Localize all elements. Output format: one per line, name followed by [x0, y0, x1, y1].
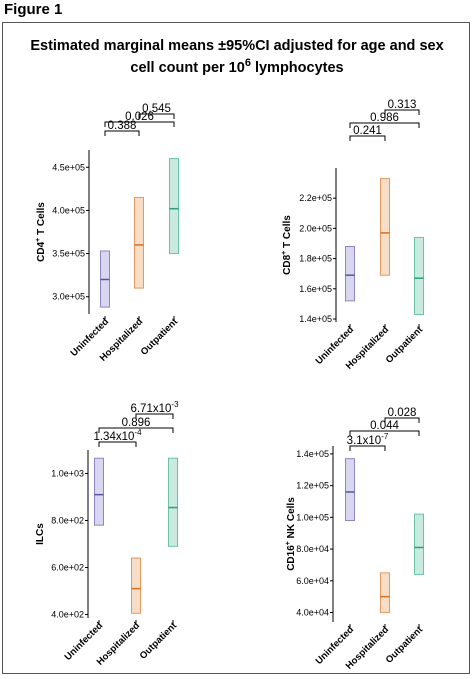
- pvalue-bracket: [98, 441, 137, 447]
- y-tick-label: 4.0e+04: [296, 607, 329, 617]
- y-axis-title-sup: +: [281, 251, 288, 255]
- title-line2-superscript: 6: [244, 57, 251, 69]
- y-axis-title: CD8+ T Cells: [281, 215, 293, 275]
- figure-frame: [2, 22, 470, 674]
- ci-box-outpatient: [414, 513, 424, 575]
- y-axis-title-main: CD8: [282, 254, 293, 274]
- y-tick-label: 1.0e+05: [296, 512, 329, 522]
- ci-box-hospitalized: [380, 572, 390, 613]
- pvalue-bracket: [135, 413, 174, 419]
- y-axis-title-main: CD16: [286, 545, 297, 571]
- pvalue-bracket: [384, 417, 420, 423]
- x-category-label: Outpatient: [384, 624, 426, 666]
- pvalue-text: 0.896: [122, 417, 151, 429]
- pvalue-bracket: [98, 427, 174, 433]
- x-category-label: Outpatient: [138, 620, 180, 662]
- pvalue-label: 0.313: [388, 99, 417, 111]
- y-tick-label: 1.4e+05: [299, 314, 332, 324]
- y-axis-title-suffix: T Cells: [36, 202, 47, 238]
- y-tick-label: 1.0e+03: [51, 468, 84, 478]
- y-tick-label: 2.0e+05: [299, 223, 332, 233]
- pvalue-text: 0.545: [142, 103, 171, 115]
- panel-3: 4.0e+026.0e+028.0e+021.0e+03ILCsUninfect…: [35, 400, 180, 668]
- y-tick-label: 4.0e+05: [52, 205, 85, 215]
- pvalue-bracket: [104, 121, 175, 127]
- y-tick-label: 8.0e+04: [296, 544, 329, 554]
- pvalue-text: 0.986: [370, 112, 399, 124]
- pvalue-bracket: [349, 445, 386, 451]
- panel-1: 3.0e+05 3.5e+05 4.0e+05 4.5e+05 CD4+ T Cells…: [35, 103, 181, 364]
- pvalue-bracket: [138, 113, 175, 119]
- pvalue-label: 6.71x10-3: [130, 400, 179, 415]
- y-axis-title-sup: +: [35, 238, 42, 242]
- pvalue-text: 1.34x10: [93, 431, 134, 443]
- y-tick-label: 1.6e+05: [299, 284, 332, 294]
- pvalue-label: 0.028: [388, 407, 417, 419]
- ci-box-outpatient: [169, 158, 179, 255]
- chart-title-line1: Estimated marginal means ±95%CI adjusted…: [30, 38, 444, 54]
- ci-box-uninfected: [345, 458, 355, 522]
- y-axis-title-suffix: T Cells: [282, 215, 293, 251]
- pvalue-label: 0.896: [122, 417, 151, 429]
- pvalue-bracket: [349, 122, 420, 128]
- y-tick-label: 3.0e+05: [52, 292, 85, 302]
- x-category-label: Outpatient: [139, 316, 181, 358]
- pvalue-label: 0.044: [370, 420, 399, 432]
- pvalue-bracket: [104, 130, 140, 136]
- y-axis-title-main: ILCs: [35, 523, 46, 545]
- y-tick-label: 1.4e+05: [296, 449, 329, 459]
- y-tick-label: 3.5e+05: [52, 249, 85, 259]
- y-axis-title-sup: +: [285, 541, 292, 545]
- ci-box-uninfected: [345, 246, 355, 302]
- pvalue-text: 6.71x10: [130, 403, 171, 415]
- pvalue-bracket: [349, 430, 420, 436]
- y-tick-label: 1.2e+05: [296, 481, 329, 491]
- pvalue-text: 3.1x10: [347, 435, 382, 447]
- ci-box-hospitalized: [380, 178, 390, 276]
- pvalue-exponent: -3: [171, 400, 179, 409]
- y-tick-label: 1.8e+05: [299, 254, 332, 264]
- y-axis-title: ILCs: [35, 523, 46, 545]
- chart-title-line2: cell count per 106 lymphocytes: [0, 57, 474, 76]
- x-category-label: Outpatient: [384, 324, 426, 366]
- pvalue-text: 0.388: [108, 120, 137, 132]
- y-tick-label: 4.5e+05: [52, 162, 85, 172]
- y-tick-label: 2.2e+05: [299, 193, 332, 203]
- pvalue-exponent: -7: [381, 432, 389, 441]
- pvalue-exponent: -4: [134, 428, 142, 437]
- pvalue-bracket: [349, 135, 386, 141]
- pvalue-label: 0.545: [142, 103, 171, 115]
- figure-label: Figure 1: [4, 1, 63, 18]
- y-axis-title: CD16+ NK Cells: [285, 497, 297, 571]
- pvalue-text: 0.044: [370, 420, 399, 432]
- ci-box-outpatient: [168, 457, 178, 547]
- y-axis-title: CD4+ T Cells: [35, 202, 47, 262]
- pvalue-text: 0.241: [353, 125, 382, 137]
- pvalue-label: 0.388: [108, 120, 137, 132]
- y-axis-title-suffix: NK Cells: [286, 497, 297, 541]
- y-tick-label: 8.0e+02: [51, 515, 84, 525]
- title-line2-prefix: cell count per 10: [130, 59, 245, 76]
- ci-box-uninfected: [94, 457, 104, 526]
- y-tick-label: 4.0e+02: [51, 609, 84, 619]
- pvalue-label: 0.986: [370, 112, 399, 124]
- pvalue-text: 0.313: [388, 99, 417, 111]
- y-axis-title-main: CD4: [36, 241, 47, 261]
- pvalue-text: 0.028: [388, 407, 417, 419]
- ci-box-outpatient: [414, 236, 424, 315]
- panel-4: 4.0e+04 6.0e+04 8.0e+04 1.0e+05 1.2e+05 1.4e+…: [285, 407, 426, 672]
- ci-box-hospitalized: [134, 196, 144, 289]
- pvalue-label: 1.34x10-4: [93, 428, 142, 443]
- pvalue-bracket: [384, 109, 420, 115]
- title-line2-suffix: lymphocytes: [250, 59, 344, 76]
- y-tick-label: 6.0e+02: [51, 562, 84, 572]
- pvalue-label: 0.241: [353, 125, 382, 137]
- ci-box-hospitalized: [131, 557, 141, 614]
- pvalue-label: 3.1x10-7: [347, 432, 389, 447]
- panel-2: 1.4e+05 1.6e+05 1.8e+05 2.0e+05 2.2e+05 CD8+ …: [281, 99, 426, 372]
- y-tick-label: 6.0e+04: [296, 576, 329, 586]
